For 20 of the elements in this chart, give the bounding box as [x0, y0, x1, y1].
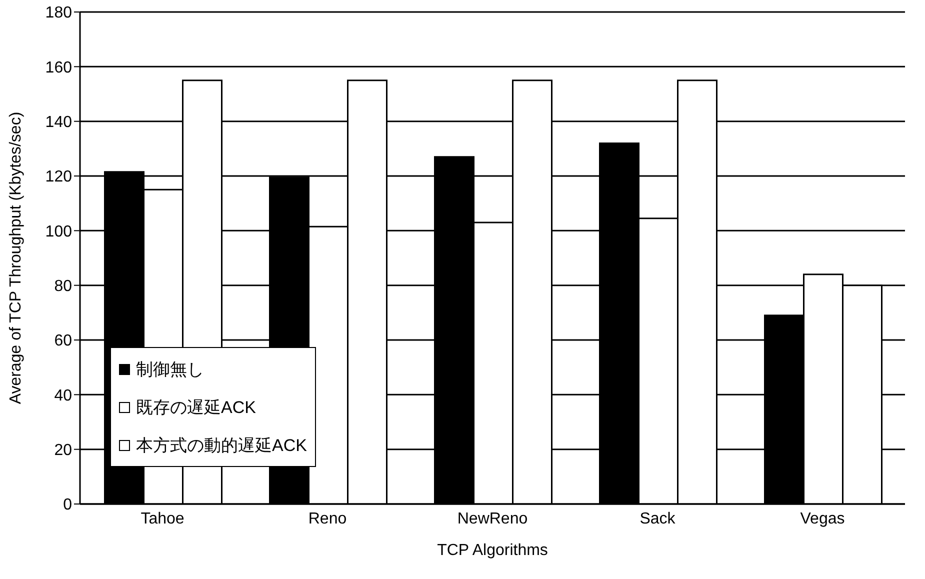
x-tick-label: Sack — [640, 510, 676, 528]
legend-label: 既存の遅延ACK — [136, 396, 256, 418]
y-tick-label: 120 — [45, 168, 72, 186]
legend-label: 本方式の動的遅延ACK — [136, 434, 307, 456]
x-tick-label: NewReno — [457, 510, 528, 528]
y-tick-label: 100 — [45, 223, 72, 240]
y-tick-label: 180 — [45, 4, 72, 22]
x-tick-label: Vegas — [800, 510, 845, 528]
y-tick-label: 40 — [54, 387, 72, 404]
y-tick-label: 60 — [54, 332, 72, 350]
y-axis-title: Average of TCP Throughput (Kbytes/sec) — [8, 112, 25, 404]
y-tick-label: 20 — [54, 442, 72, 460]
x-tick-label: Tahoe — [140, 510, 184, 528]
legend-label: 制御無し — [136, 358, 204, 380]
x-tick-label: Reno — [308, 510, 347, 528]
y-tick-label: 0 — [63, 496, 72, 514]
x-axis-title: TCP Algorithms — [437, 542, 548, 559]
y-tick-label: 140 — [45, 114, 72, 132]
y-tick-label: 160 — [45, 59, 72, 76]
y-tick-label: 80 — [54, 278, 72, 296]
